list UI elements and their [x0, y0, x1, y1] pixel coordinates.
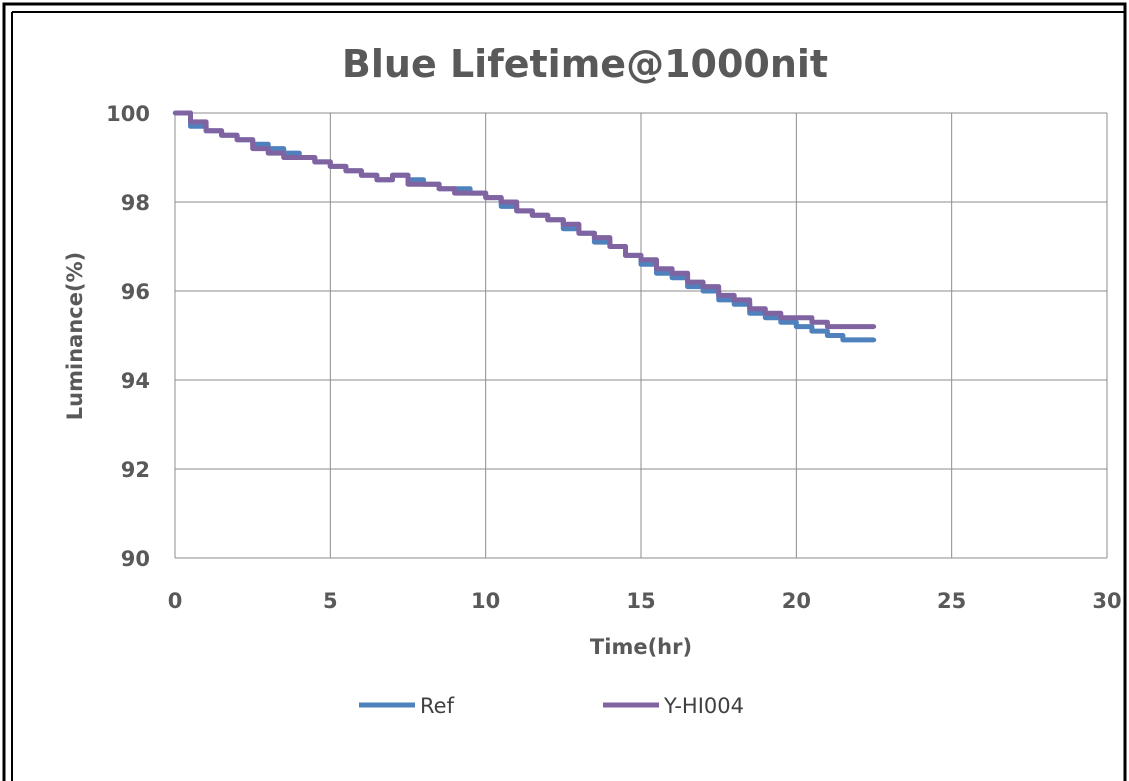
data-point-ref: [638, 262, 644, 267]
data-point-y-hi004: [343, 168, 349, 174]
gridlines: [174, 112, 1108, 559]
data-point-y-hi004: [700, 284, 706, 289]
data-point-y-hi004: [763, 311, 768, 316]
x-tick-label: 25: [937, 589, 966, 613]
data-point-y-hi004: [266, 150, 271, 156]
data-point-ref: [685, 284, 690, 289]
data-point-ref: [716, 297, 721, 303]
y-tick-label: 96: [121, 280, 150, 304]
data-point-y-hi004: [514, 208, 519, 214]
data-point-ref: [561, 226, 566, 231]
y-tick-label: 100: [106, 102, 150, 126]
data-point-y-hi004: [281, 155, 286, 160]
data-point-ref: [825, 333, 830, 338]
legend-label-y-hi004: Y-HI004: [663, 694, 744, 718]
data-point-y-hi004: [312, 159, 317, 165]
data-point-y-hi004: [421, 182, 426, 187]
data-point-y-hi004: [871, 324, 877, 329]
legend: Ref Y-HI004: [359, 694, 744, 718]
x-axis-label: Time(hr): [590, 635, 692, 659]
data-point-y-hi004: [499, 199, 504, 205]
y-axis-ticks: 90 92 94 96 98 100: [106, 102, 150, 571]
data-point-ref: [732, 302, 737, 307]
data-point-y-hi004: [732, 297, 737, 303]
data-point-y-hi004: [638, 257, 644, 263]
data-point-ref: [188, 124, 193, 129]
data-point-y-hi004: [374, 177, 380, 182]
data-point-ref: [763, 315, 768, 320]
data-point-ref: [871, 337, 877, 343]
data-point-ref: [654, 271, 659, 276]
data-point-y-hi004: [483, 195, 488, 200]
data-point-ref: [840, 337, 846, 343]
data-point-y-hi004: [390, 173, 395, 178]
x-tick-label: 0: [168, 589, 183, 613]
data-point-ref: [809, 328, 815, 334]
data-point-y-hi004: [297, 155, 302, 160]
series-layer: [172, 110, 877, 343]
data-point-ref: [794, 324, 799, 329]
data-point-y-hi004: [809, 319, 815, 325]
x-tick-label: 30: [1092, 589, 1121, 613]
data-point-y-hi004: [747, 306, 752, 311]
data-point-y-hi004: [328, 164, 333, 169]
data-point-y-hi004: [576, 230, 582, 236]
data-point-y-hi004: [685, 279, 690, 285]
data-point-y-hi004: [825, 324, 830, 329]
data-point-y-hi004: [452, 190, 457, 196]
x-tick-label: 15: [626, 589, 655, 613]
data-point-y-hi004: [234, 137, 240, 142]
data-point-ref: [592, 239, 597, 245]
data-point-y-hi004: [654, 266, 659, 271]
data-point-y-hi004: [530, 213, 535, 218]
data-point-y-hi004: [250, 146, 255, 151]
data-point-y-hi004: [545, 217, 550, 222]
data-point-ref: [499, 204, 504, 209]
data-point-y-hi004: [716, 293, 721, 298]
series-line-ref: [175, 110, 874, 343]
legend-label-ref: Ref: [420, 694, 455, 718]
y-axis-label: Luminance(%): [63, 252, 87, 420]
x-tick-label: 10: [471, 589, 500, 613]
x-axis-ticks: 0 5 10 15 20 25 30: [168, 589, 1122, 613]
chart-title: Blue Lifetime@1000nit: [342, 42, 828, 86]
data-point-y-hi004: [778, 315, 783, 320]
data-point-y-hi004: [623, 253, 628, 258]
data-point-y-hi004: [607, 244, 613, 249]
y-tick-label: 98: [121, 191, 150, 215]
data-point-y-hi004: [592, 235, 597, 240]
data-point-y-hi004: [188, 119, 193, 125]
x-tick-label: 20: [782, 589, 811, 613]
y-tick-label: 90: [121, 547, 150, 571]
data-point-y-hi004: [561, 222, 566, 227]
data-point-ref: [778, 319, 783, 325]
data-point-y-hi004: [794, 315, 799, 320]
data-point-ref: [747, 311, 752, 316]
data-point-ref: [856, 337, 861, 343]
data-point-y-hi004: [436, 186, 442, 191]
y-tick-label: 92: [121, 458, 150, 482]
x-tick-label: 5: [323, 589, 338, 613]
data-point-y-hi004: [856, 324, 861, 329]
data-point-y-hi004: [172, 110, 178, 116]
data-point-y-hi004: [467, 190, 473, 196]
data-point-y-hi004: [840, 324, 846, 329]
series-line-y-hi004: [175, 110, 874, 330]
data-point-y-hi004: [203, 128, 209, 133]
data-point-ref: [700, 288, 706, 294]
y-tick-label: 94: [121, 369, 150, 393]
data-point-y-hi004: [669, 271, 675, 276]
data-point-y-hi004: [405, 182, 411, 187]
data-point-y-hi004: [219, 133, 224, 138]
data-point-ref: [669, 275, 675, 280]
data-point-y-hi004: [359, 173, 364, 178]
